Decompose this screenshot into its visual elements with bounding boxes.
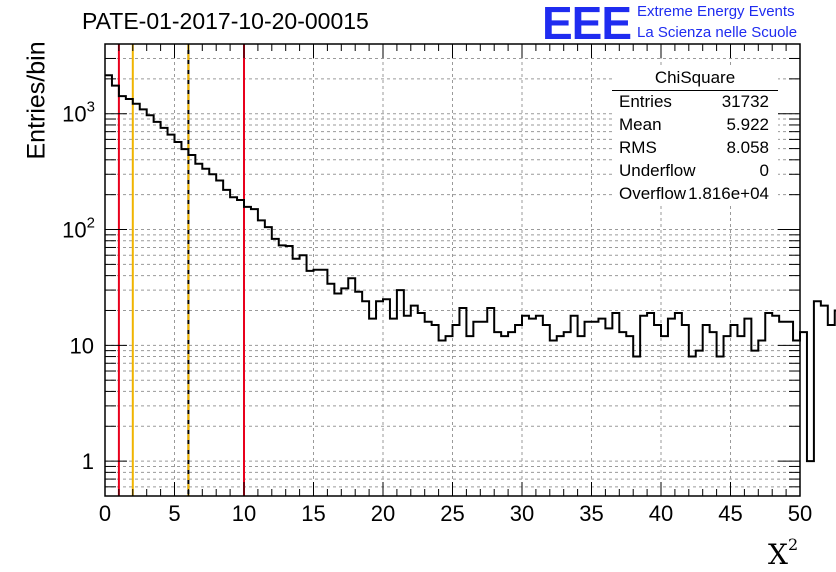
stats-value: 0 (759, 161, 769, 180)
x-tick-label: 30 (510, 501, 534, 526)
x-axis-label: X2 (768, 534, 799, 571)
run-title: PATE-01-2017-10-20-00015 (82, 8, 369, 34)
x-tick-label: 25 (440, 501, 464, 526)
x-tick-label: 0 (99, 501, 111, 526)
stats-label: Overflow (619, 184, 687, 203)
stats-value: 8.058 (726, 138, 769, 157)
stats-row-mean: Mean 5.922 (619, 115, 769, 137)
y-tick-label: 10 (70, 333, 94, 358)
histogram-series (105, 74, 836, 463)
x-tick-label: 20 (371, 501, 395, 526)
eee-logo: EEE (542, 0, 632, 49)
stats-value: 31732 (721, 92, 769, 111)
x-tick-label: 45 (718, 501, 742, 526)
stats-divider (612, 90, 778, 91)
x-axis-label-base: X (768, 538, 788, 571)
y-tick-label: 102 (62, 215, 95, 243)
y-tick-label: 1 (82, 449, 94, 474)
reference-lines (117, 44, 245, 496)
stats-row-overflow: Overflow 1.816e+04 (619, 184, 769, 206)
stats-row-underflow: Underflow 0 (619, 161, 769, 183)
stats-value: 1.816e+04 (688, 184, 769, 203)
x-tick-label: 15 (301, 501, 325, 526)
stats-row-rms: RMS 8.058 (619, 138, 769, 160)
stats-label: RMS (619, 138, 657, 157)
logo-caption-2: La Scienza nelle Scuole (637, 24, 798, 41)
grid-lines (105, 44, 800, 496)
x-tick-label: 5 (168, 501, 180, 526)
x-tick-label: 35 (579, 501, 603, 526)
y-tick-label: 103 (62, 99, 95, 127)
x-tick-label: 40 (649, 501, 673, 526)
stats-row-entries: Entries 31732 (619, 92, 769, 114)
x-tick-label: 10 (232, 501, 256, 526)
stats-label: Entries (619, 92, 672, 111)
x-tick-label: 50 (788, 501, 812, 526)
stats-value: 5.922 (726, 115, 769, 134)
logo-caption-1: Extreme Energy Events (637, 3, 795, 20)
stats-title: ChiSquare (654, 68, 736, 87)
x-tick-labels: 0 5 10 15 20 25 30 35 40 45 50 (99, 501, 812, 526)
stats-label: Mean (619, 115, 662, 134)
x-axis-label-exponent: 2 (787, 534, 799, 554)
y-tick-labels: 1 10 102 103 (62, 99, 95, 474)
y-axis-label: Entries/bin (22, 41, 51, 160)
stats-box: ChiSquare Entries 31732 Mean 5.922 RMS 8… (612, 66, 778, 206)
axis-ticks (104, 43, 801, 497)
stats-label: Underflow (619, 161, 696, 180)
